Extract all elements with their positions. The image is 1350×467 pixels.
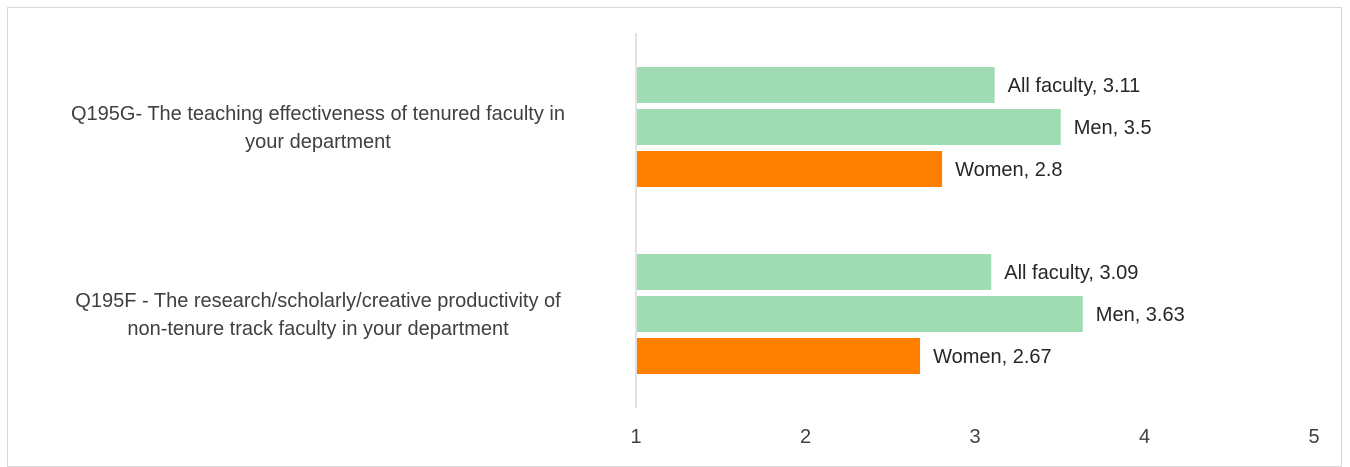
x-axis-ticks-layer: 1 2 3 4 5	[630, 426, 1319, 448]
data-label-women-2: Women, 2.67	[933, 346, 1052, 368]
bar-women-2	[637, 338, 921, 374]
x-tick-label-3: 3	[969, 426, 980, 448]
data-label-all-faculty-1: All faculty, 3.11	[1008, 75, 1141, 97]
category-label-1-line-2: your department	[245, 131, 391, 153]
bar-men-2	[637, 296, 1083, 332]
category-label-1-line-1: Q195G- The teaching effectiveness of ten…	[71, 103, 565, 125]
x-tick-label-4: 4	[1139, 426, 1150, 448]
x-tick-label-1: 1	[630, 426, 641, 448]
data-label-men-1: Men, 3.5	[1074, 117, 1152, 139]
bars-layer	[637, 67, 1083, 374]
x-tick-label-2: 2	[800, 426, 811, 448]
category-labels-layer: Q195G- The teaching effectiveness of ten…	[71, 103, 565, 340]
bar-all-faculty-2	[637, 254, 992, 290]
category-label-2-line-1: Q195F - The research/scholarly/creative …	[75, 290, 561, 312]
bar-all-faculty-1	[637, 67, 995, 103]
data-label-women-1: Women, 2.8	[955, 159, 1062, 181]
data-label-all-faculty-2: All faculty, 3.09	[1004, 262, 1138, 284]
bar-women-1	[637, 151, 943, 187]
data-label-men-2: Men, 3.63	[1096, 304, 1185, 326]
category-label-2-line-2: non-tenure track faculty in your departm…	[127, 318, 509, 340]
bar-men-1	[637, 109, 1061, 145]
labels-layer: All faculty, 3.11 Men, 3.5 Women, 2.8 All f…	[933, 75, 1185, 368]
x-tick-label-5: 5	[1308, 426, 1319, 448]
